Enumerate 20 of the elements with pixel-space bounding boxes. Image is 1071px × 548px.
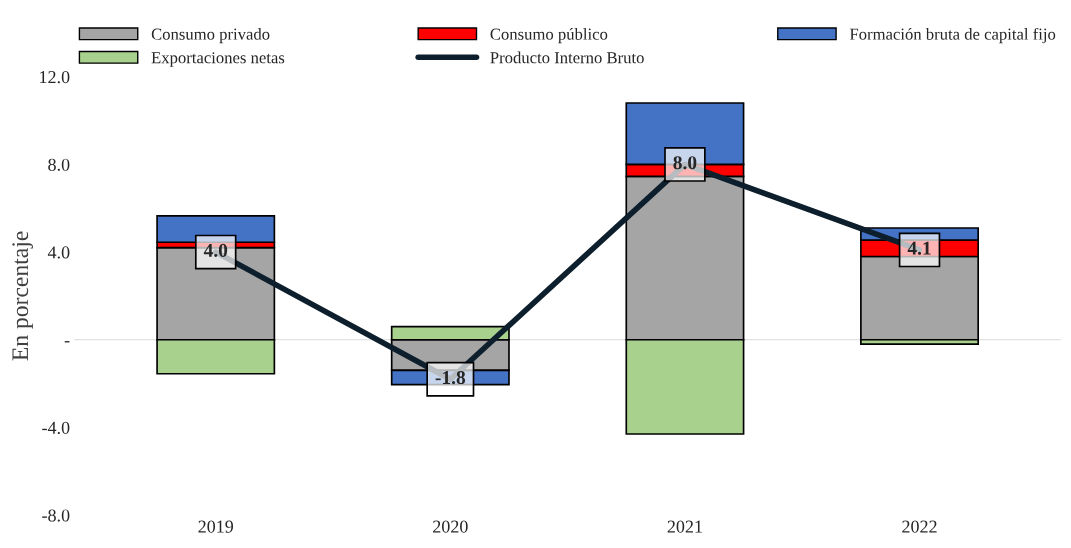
y-axis-title: En porcentaje	[12, 231, 33, 361]
x-tick-label: 2021	[667, 520, 702, 533]
data-label: 4.0	[203, 243, 228, 258]
x-tick-label: 2022	[902, 520, 937, 533]
y-tick-label: 4.0	[47, 246, 70, 259]
legend-label: Consumo público	[490, 28, 608, 44]
x-tick-label: 2019	[198, 520, 234, 533]
legend-label: Producto Interno Bruto	[490, 51, 644, 64]
x-tick-label: 2020	[433, 520, 468, 533]
y-tick-label: -8.0	[42, 509, 70, 522]
data-label: 8.0	[673, 156, 697, 170]
legend-label: Formación bruta de capital fijo	[849, 27, 1056, 44]
y-tick-label: -4.0	[42, 421, 70, 434]
data-label: -1.8	[435, 370, 466, 385]
y-tick-label: 8.0	[48, 158, 70, 171]
legend-label: Exportaciones netas	[151, 52, 285, 67]
legend-label: Consumo privado	[151, 28, 270, 44]
y-tick-label: -	[64, 341, 70, 343]
data-label: 4.1	[907, 241, 931, 255]
y-tick-label: 12.0	[40, 70, 70, 84]
